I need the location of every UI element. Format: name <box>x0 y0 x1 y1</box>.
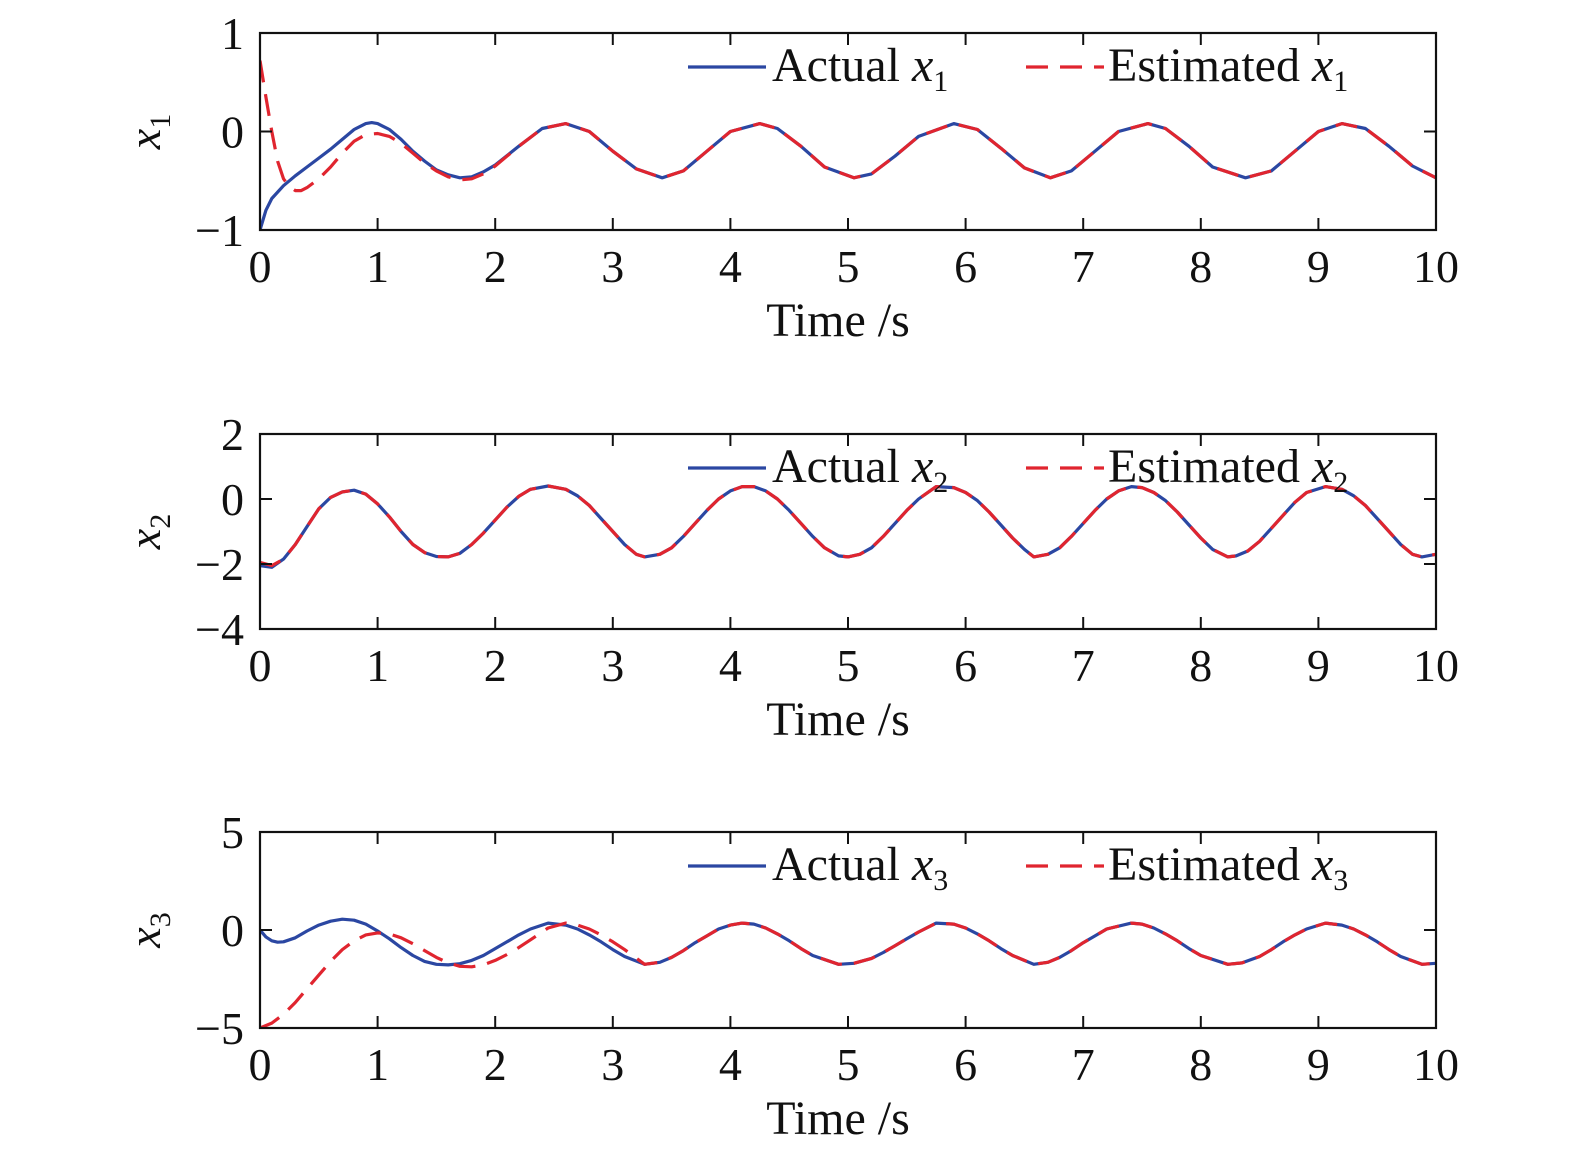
x-tick-label: 1 <box>366 1039 389 1090</box>
x-tick-label: 1 <box>366 640 389 691</box>
x-tick-label: 7 <box>1072 241 1095 292</box>
x-tick-label: 6 <box>954 241 977 292</box>
y-axis-label: x1 <box>119 114 177 150</box>
legend-label-actual: Actual x1 <box>772 39 948 98</box>
x-tick-label: 0 <box>249 241 272 292</box>
series-line-x1-estimated <box>260 60 1436 193</box>
x-tick-label: 2 <box>484 241 507 292</box>
y-axis-label-sub: 3 <box>144 912 177 927</box>
y-axis-label-sub: 1 <box>144 114 177 129</box>
y-tick-label: −5 <box>195 1003 244 1054</box>
legend: Actual x1 Estimated x1 <box>688 39 1348 98</box>
x-tick-label: 2 <box>484 640 507 691</box>
x-tick-label: 3 <box>601 640 624 691</box>
x-tick-label: 0 <box>249 640 272 691</box>
legend-label-sub: 3 <box>933 864 948 897</box>
x-axis-label: Time /s <box>766 693 910 746</box>
legend-label-var: x <box>1311 440 1333 493</box>
x-tick-label: 8 <box>1189 241 1212 292</box>
y-tick-label: 0 <box>221 905 244 956</box>
legend: Actual x2 Estimated x2 <box>688 440 1348 499</box>
y-axis-label-var: x <box>119 128 170 150</box>
legend-label-text: Actual <box>772 440 912 493</box>
legend-label-sub: 2 <box>1333 466 1348 499</box>
series-line-x1-actual <box>260 120 1436 230</box>
y-axis-label-sub: 2 <box>144 514 177 529</box>
legend-label-var: x <box>911 39 933 92</box>
x-tick-label: 7 <box>1072 1039 1095 1090</box>
x-tick-label: 9 <box>1307 1039 1330 1090</box>
legend-label-sub: 1 <box>933 65 948 98</box>
y-axis-label: x3 <box>119 912 177 948</box>
x-tick-label: 8 <box>1189 1039 1212 1090</box>
legend-label-text: Actual <box>772 838 912 891</box>
x-tick-label: 9 <box>1307 241 1330 292</box>
x-tick-label: 8 <box>1189 640 1212 691</box>
y-axis-label-var: x <box>119 528 170 550</box>
x-tick-label: 4 <box>719 640 742 691</box>
y-tick-label: 1 <box>221 8 244 59</box>
x-tick-label: 4 <box>719 241 742 292</box>
y-axis-label: x2 <box>119 514 177 550</box>
x-axis-label: Time /s <box>766 294 910 347</box>
legend-label-text: Estimated <box>1108 440 1312 493</box>
legend-label-sub: 2 <box>933 466 948 499</box>
x-axis-label: Time /s <box>766 1092 910 1145</box>
x-tick-label: 5 <box>837 640 860 691</box>
legend-label-sub: 1 <box>1333 65 1348 98</box>
x-tick-label: 4 <box>719 1039 742 1090</box>
legend-label-var: x <box>911 838 933 891</box>
x-tick-label: 3 <box>601 1039 624 1090</box>
legend-label-var: x <box>911 440 933 493</box>
y-tick-label: 2 <box>221 409 244 460</box>
series-line-x2-actual <box>260 484 1436 569</box>
x-tick-label: 6 <box>954 640 977 691</box>
x-tick-label: 10 <box>1413 640 1459 691</box>
legend: Actual x3 Estimated x3 <box>688 838 1348 897</box>
legend-label-sub: 3 <box>1333 864 1348 897</box>
legend-label-var: x <box>1311 838 1333 891</box>
legend-label-var: x <box>1311 39 1333 92</box>
y-tick-label: −2 <box>195 539 244 590</box>
legend-label-text: Estimated <box>1108 39 1312 92</box>
legend-label-text: Actual <box>772 39 912 92</box>
x-tick-label: 2 <box>484 1039 507 1090</box>
x-tick-label: 3 <box>601 241 624 292</box>
x-tick-label: 1 <box>366 241 389 292</box>
y-tick-label: −4 <box>195 604 244 655</box>
y-tick-label: 0 <box>221 107 244 158</box>
x-tick-label: 10 <box>1413 241 1459 292</box>
y-tick-label: −1 <box>195 205 244 256</box>
y-axis-label-var: x <box>119 927 170 949</box>
y-tick-label: 0 <box>221 474 244 525</box>
series-line-x3-estimated <box>260 921 1436 1028</box>
legend-label-estimated: Estimated x2 <box>1108 440 1348 499</box>
y-tick-label: 5 <box>221 807 244 858</box>
x-tick-label: 5 <box>837 241 860 292</box>
x-tick-label: 0 <box>249 1039 272 1090</box>
legend-label-actual: Actual x3 <box>772 838 948 897</box>
x-tick-label: 7 <box>1072 640 1095 691</box>
legend-label-actual: Actual x2 <box>772 440 948 499</box>
x-tick-label: 9 <box>1307 640 1330 691</box>
x-tick-label: 5 <box>837 1039 860 1090</box>
x-tick-label: 6 <box>954 1039 977 1090</box>
legend-label-text: Estimated <box>1108 838 1312 891</box>
series-line-x2-estimated <box>260 484 1436 568</box>
x-tick-label: 10 <box>1413 1039 1459 1090</box>
legend-label-estimated: Estimated x1 <box>1108 39 1348 98</box>
legend-label-estimated: Estimated x3 <box>1108 838 1348 897</box>
